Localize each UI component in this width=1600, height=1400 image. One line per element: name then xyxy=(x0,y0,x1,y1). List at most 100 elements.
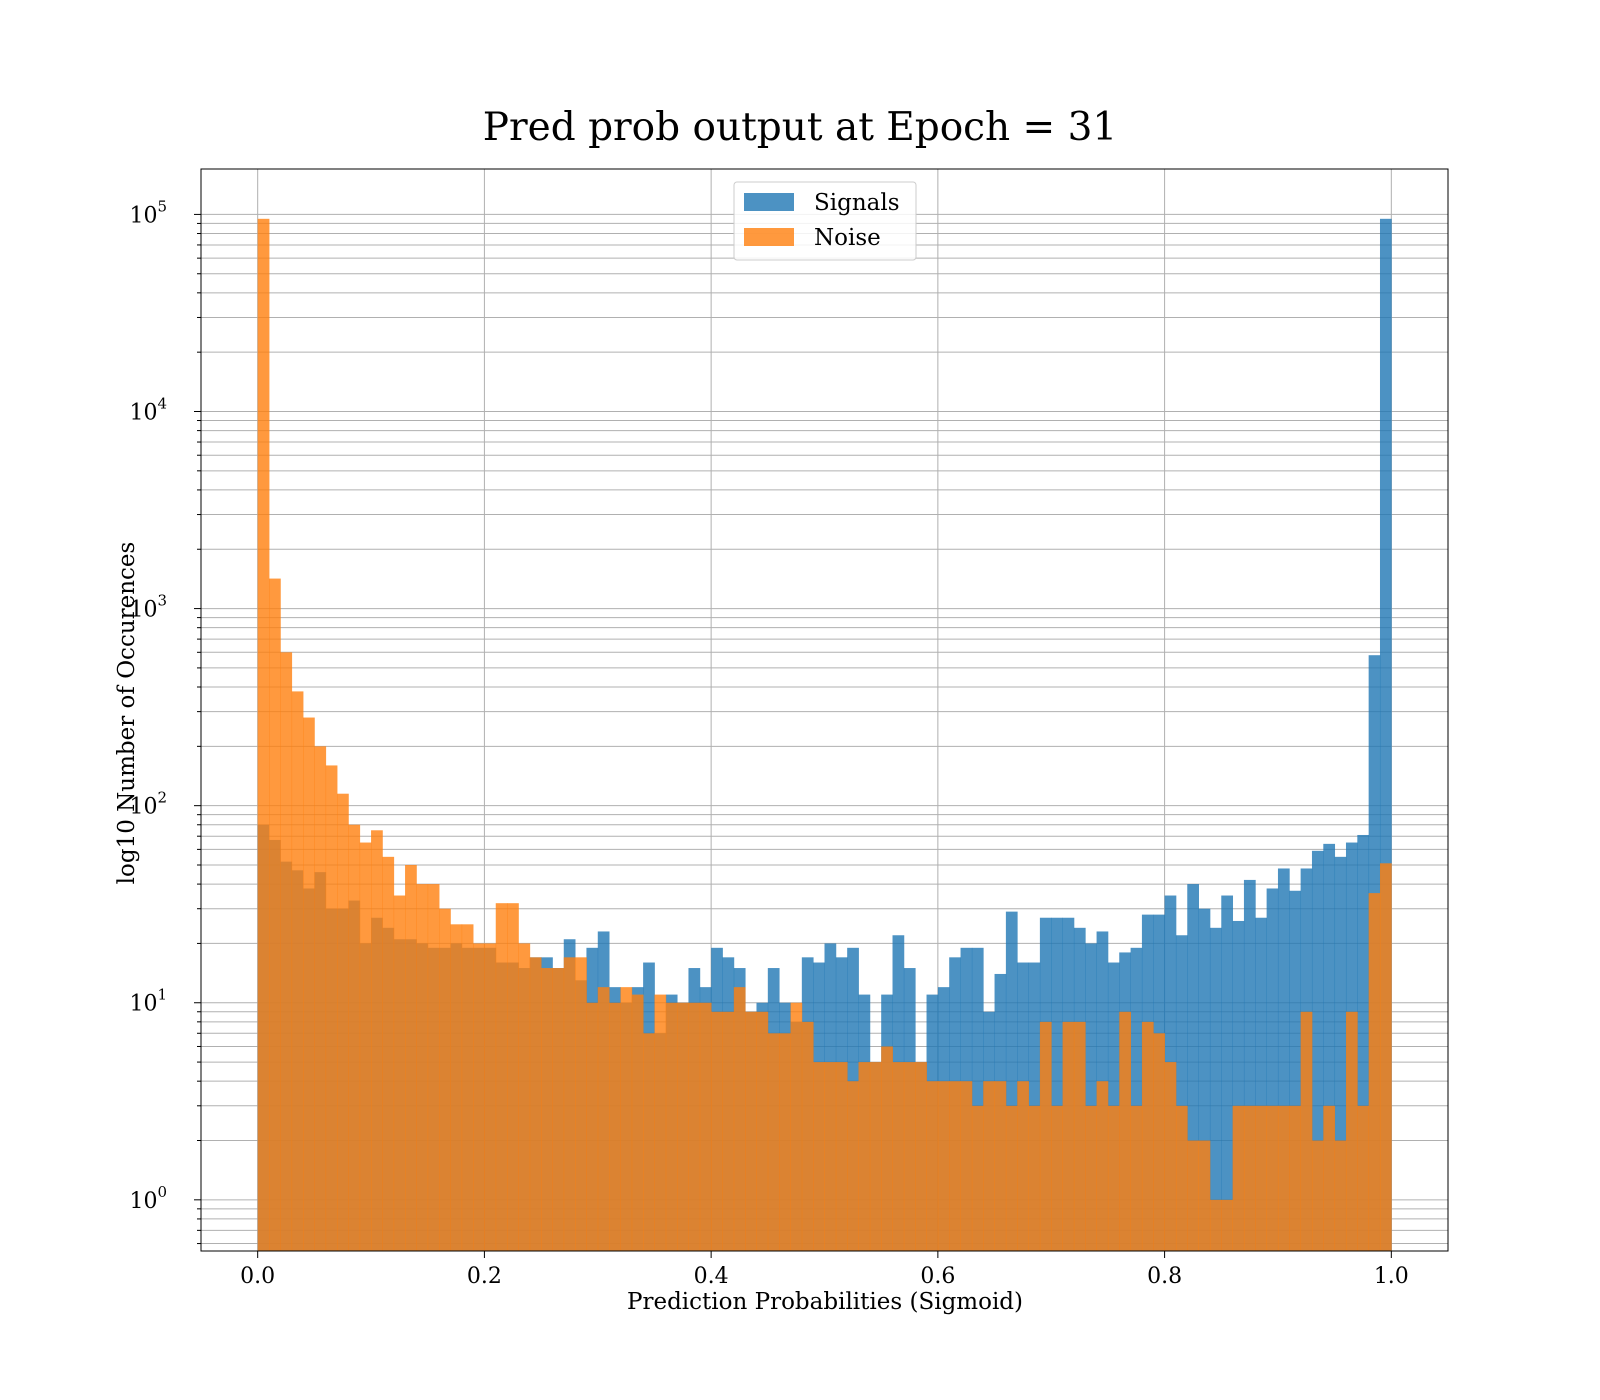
signals-bar xyxy=(1266,888,1279,1251)
signals-bar xyxy=(1277,868,1290,1251)
noise-bar xyxy=(1039,1021,1052,1251)
noise-bar xyxy=(257,218,270,1251)
noise-bar xyxy=(1357,1105,1370,1251)
noise-bar xyxy=(382,856,395,1251)
noise-bar xyxy=(983,1081,995,1251)
noise-bar xyxy=(1232,1105,1245,1251)
noise-bar xyxy=(949,1081,961,1251)
signals-bar xyxy=(1357,834,1370,1251)
noise-bar xyxy=(1119,1011,1131,1251)
noise-bar xyxy=(654,994,667,1251)
y-tick-exponent: 3 xyxy=(157,592,167,610)
signals-bar xyxy=(1209,927,1222,1251)
signals-bar xyxy=(1005,911,1018,1251)
noise-bar xyxy=(971,1105,984,1251)
x-tick-label: 0.6 xyxy=(920,1264,955,1289)
noise-bar xyxy=(801,1021,814,1251)
noise-bar xyxy=(937,1081,950,1251)
noise-bar xyxy=(915,1062,927,1251)
noise-bar xyxy=(291,691,304,1251)
y-tick-exponent: 0 xyxy=(157,1183,167,1201)
noise-bar xyxy=(835,1062,848,1251)
noise-bar xyxy=(1153,1033,1165,1251)
noise-bar xyxy=(1005,1105,1018,1251)
noise-bar xyxy=(484,943,497,1251)
noise-bar xyxy=(337,793,349,1251)
legend-swatch-noise xyxy=(744,228,794,246)
signals-bar xyxy=(1175,935,1188,1251)
noise-bar xyxy=(1345,1011,1358,1251)
noise-bar xyxy=(779,1033,791,1251)
noise-bar xyxy=(824,1062,837,1251)
noise-bar xyxy=(892,1062,905,1251)
noise-bar xyxy=(1085,1105,1097,1251)
noise-bar xyxy=(563,957,576,1251)
noise-bar xyxy=(620,987,633,1251)
noise-bar xyxy=(495,903,508,1251)
noise-bar xyxy=(371,830,383,1251)
signals-bar xyxy=(1187,884,1199,1251)
noise-bar xyxy=(1175,1105,1188,1251)
chart-title: Pred prob output at Epoch = 31 xyxy=(483,105,1118,150)
signals-bar xyxy=(1255,917,1268,1251)
noise-bar xyxy=(858,1062,871,1251)
noise-bar xyxy=(507,903,519,1251)
signals-bar xyxy=(1243,879,1256,1251)
x-axis-label: Prediction Probabilities (Sigmoid) xyxy=(627,1289,1023,1315)
y-axis-label: log10 Number of Occurences xyxy=(114,542,140,885)
noise-bar xyxy=(1107,1105,1120,1251)
noise-bar xyxy=(665,1002,678,1251)
legend: Signals Noise xyxy=(733,181,917,261)
signals-bar xyxy=(1334,856,1347,1251)
noise-bar xyxy=(1130,1105,1143,1251)
noise-bar xyxy=(1051,1105,1063,1251)
x-tick-label: 0.8 xyxy=(1147,1264,1182,1289)
x-tick-label: 1.0 xyxy=(1374,1264,1409,1289)
x-axis-ticks: 0.0 0.2 0.4 0.6 0.8 1.0 xyxy=(240,1251,1409,1289)
noise-bar xyxy=(314,746,327,1251)
noise-bar xyxy=(1221,1199,1234,1251)
noise-bar xyxy=(733,987,746,1251)
noise-bar xyxy=(756,1011,769,1251)
noise-bar xyxy=(767,1033,780,1251)
noise-bar xyxy=(881,1046,893,1251)
noise-bar xyxy=(1334,1140,1347,1251)
noise-bar xyxy=(575,957,587,1251)
noise-bar xyxy=(1255,1105,1268,1251)
noise-bar xyxy=(677,1002,689,1251)
noise-bar xyxy=(609,1002,621,1251)
noise-bar xyxy=(688,1002,701,1251)
signals-bar xyxy=(1311,850,1324,1251)
signals-bar xyxy=(1130,947,1143,1251)
noise-bar xyxy=(1289,1105,1302,1251)
noise-bar xyxy=(1311,1140,1324,1251)
noise-bar xyxy=(1379,863,1392,1251)
noise-bar xyxy=(1164,1062,1177,1251)
signals-bar xyxy=(1379,218,1392,1251)
signals-bar xyxy=(1221,895,1234,1251)
legend-label-noise: Noise xyxy=(814,225,881,251)
noise-bar xyxy=(473,943,485,1251)
noise-bar xyxy=(1073,1021,1086,1251)
noise-bar xyxy=(439,908,451,1251)
noise-bar xyxy=(1300,1011,1313,1251)
signals-bar xyxy=(1232,920,1245,1251)
noise-bar xyxy=(280,652,293,1251)
noise-bar xyxy=(359,842,372,1251)
y-tick-label: 100 xyxy=(129,1183,167,1214)
noise-bar xyxy=(1277,1105,1290,1251)
noise-bar xyxy=(1096,1081,1109,1251)
noise-bar xyxy=(1243,1105,1256,1251)
noise-bars xyxy=(257,218,1392,1251)
noise-bar xyxy=(303,717,315,1251)
x-tick-label: 0.2 xyxy=(467,1264,502,1289)
noise-bar xyxy=(1209,1199,1222,1251)
legend-label-signals: Signals xyxy=(814,190,900,216)
noise-bar xyxy=(597,987,610,1251)
noise-bar xyxy=(869,1062,882,1251)
y-tick-label: 101 xyxy=(129,986,167,1017)
noise-bar xyxy=(1141,1021,1154,1251)
y-tick-exponent: 1 xyxy=(157,986,167,1004)
noise-bar xyxy=(1266,1105,1279,1251)
